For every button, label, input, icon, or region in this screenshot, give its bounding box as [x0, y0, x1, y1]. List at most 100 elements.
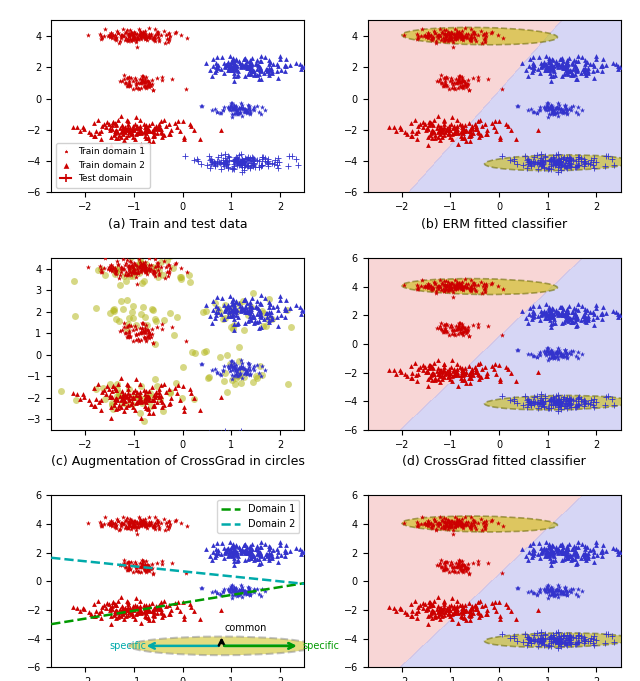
Point	[445, 611, 455, 622]
Point	[240, 367, 250, 378]
Point	[422, 30, 433, 41]
Point	[454, 555, 464, 566]
Point	[457, 283, 467, 294]
Point	[139, 77, 149, 88]
Point	[562, 543, 572, 554]
Point	[140, 125, 150, 136]
Point	[125, 557, 136, 568]
Point	[236, 545, 246, 556]
Point	[435, 370, 445, 381]
Point	[223, 428, 234, 439]
Point	[426, 283, 436, 294]
Point	[120, 607, 130, 618]
Point	[223, 300, 233, 311]
Point	[457, 282, 467, 293]
Point	[566, 402, 577, 413]
Point	[250, 162, 260, 173]
Point	[475, 358, 485, 368]
Point	[249, 104, 259, 115]
Point	[224, 62, 234, 73]
Point	[434, 281, 444, 291]
Point	[450, 126, 460, 137]
Point	[540, 310, 550, 321]
Point	[159, 595, 169, 606]
Point	[78, 122, 88, 133]
Point	[189, 155, 199, 165]
Point	[472, 127, 483, 138]
Point	[460, 274, 470, 285]
Point	[464, 84, 474, 95]
Point	[233, 154, 243, 165]
Point	[552, 389, 563, 400]
Point	[140, 267, 150, 278]
Point	[456, 75, 467, 86]
Point	[525, 302, 535, 313]
Point	[185, 384, 195, 395]
Point	[547, 585, 557, 596]
Point	[546, 309, 556, 320]
Point	[264, 552, 274, 563]
Point	[154, 390, 164, 400]
Point	[144, 136, 154, 147]
Point	[568, 549, 579, 560]
Point	[111, 35, 121, 46]
Point	[512, 100, 522, 111]
Point	[532, 311, 543, 322]
Point	[483, 74, 493, 84]
Point	[139, 29, 149, 39]
Point	[471, 285, 481, 296]
Point	[148, 606, 158, 617]
Point	[547, 545, 557, 556]
Point	[585, 398, 595, 409]
Point	[120, 122, 130, 133]
Text: specific: specific	[109, 641, 146, 651]
Point	[566, 586, 576, 597]
Point	[124, 563, 134, 574]
Point	[557, 539, 567, 550]
Point	[227, 541, 237, 552]
Point	[437, 604, 447, 615]
Point	[537, 60, 547, 71]
Point	[230, 59, 241, 70]
Point	[528, 396, 538, 407]
Domain 1	[115, 609, 122, 617]
Point	[212, 152, 223, 163]
Point	[122, 35, 132, 46]
Point	[218, 434, 228, 445]
Point	[237, 99, 247, 110]
Point	[108, 597, 118, 608]
Point	[522, 394, 532, 405]
Point	[207, 317, 217, 328]
Point	[406, 131, 417, 142]
Point	[134, 126, 144, 137]
Point	[157, 402, 168, 413]
Point	[145, 387, 156, 398]
Point	[146, 518, 156, 529]
Point	[106, 520, 116, 531]
Point	[140, 264, 150, 274]
Point	[555, 351, 565, 362]
Point	[564, 160, 575, 171]
Point	[140, 324, 150, 335]
Point	[104, 599, 114, 609]
Point	[237, 441, 247, 452]
Point	[221, 157, 232, 168]
Point	[497, 151, 507, 161]
Point	[105, 518, 115, 529]
Point	[239, 159, 250, 170]
Point	[138, 28, 148, 39]
Point	[548, 350, 559, 361]
Point	[564, 393, 575, 404]
Point	[551, 635, 561, 646]
Point	[145, 80, 156, 91]
Point	[525, 54, 535, 65]
Point	[540, 151, 550, 161]
Point	[228, 57, 239, 67]
Point	[456, 33, 467, 44]
Point	[545, 394, 556, 405]
Point	[537, 159, 547, 170]
Point	[451, 366, 461, 377]
Point	[252, 554, 262, 565]
Point	[571, 155, 581, 166]
Point	[509, 155, 519, 166]
